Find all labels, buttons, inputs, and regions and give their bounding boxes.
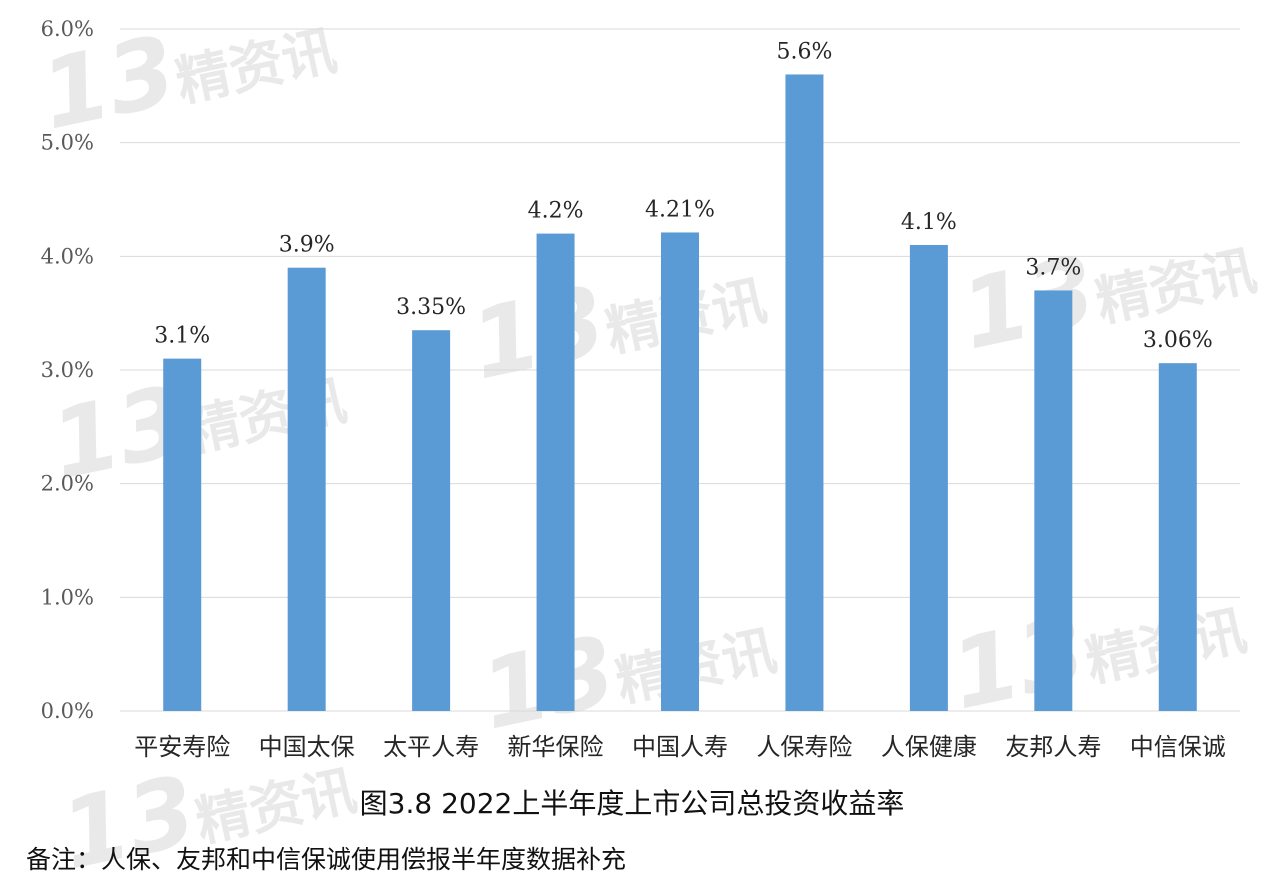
- bar: [785, 74, 824, 711]
- x-tick-label: 太平人寿: [383, 733, 479, 761]
- bar: [536, 233, 575, 711]
- x-tick-label: 新华保险: [508, 733, 604, 761]
- data-label: 3.1%: [154, 324, 210, 349]
- y-tick-label: 1.0%: [41, 585, 94, 609]
- chart-caption: 图3.8 2022上半年度上市公司总投资收益率: [359, 787, 905, 820]
- x-tick-label: 友邦人寿: [1005, 733, 1101, 761]
- footnote: 备注：人保、友邦和中信保诚使用偿报半年度数据补充: [26, 845, 627, 874]
- data-label: 3.7%: [1025, 255, 1081, 280]
- bar: [909, 244, 948, 711]
- y-tick-label: 0.0%: [41, 699, 94, 723]
- x-tick-label: 中国太保: [259, 733, 355, 761]
- data-label: 4.21%: [645, 197, 715, 222]
- y-tick-label: 3.0%: [41, 358, 94, 382]
- data-label: 4.1%: [901, 210, 957, 235]
- bar: [661, 232, 699, 712]
- y-tick-label: 6.0%: [41, 17, 94, 41]
- x-tick-label: 中信保诚: [1130, 733, 1226, 761]
- bar: [412, 330, 451, 711]
- x-tick-label: 人保寿险: [756, 733, 852, 761]
- data-label: 5.6%: [776, 39, 832, 64]
- data-label: 3.9%: [279, 233, 335, 258]
- data-label: 3.35%: [396, 295, 466, 320]
- bar: [163, 358, 202, 711]
- y-tick-label: 5.0%: [41, 131, 94, 155]
- bar: [1034, 290, 1073, 711]
- y-tick-label: 2.0%: [41, 472, 94, 496]
- bar: [287, 267, 326, 711]
- x-tick-label: 中国人寿: [632, 733, 728, 761]
- x-tick-label: 平安寿险: [134, 733, 230, 761]
- bar: [1158, 363, 1197, 711]
- x-tick-label: 人保健康: [881, 733, 977, 761]
- data-label: 3.06%: [1143, 328, 1213, 353]
- y-tick-label: 4.0%: [41, 244, 94, 268]
- data-label: 4.2%: [528, 199, 584, 224]
